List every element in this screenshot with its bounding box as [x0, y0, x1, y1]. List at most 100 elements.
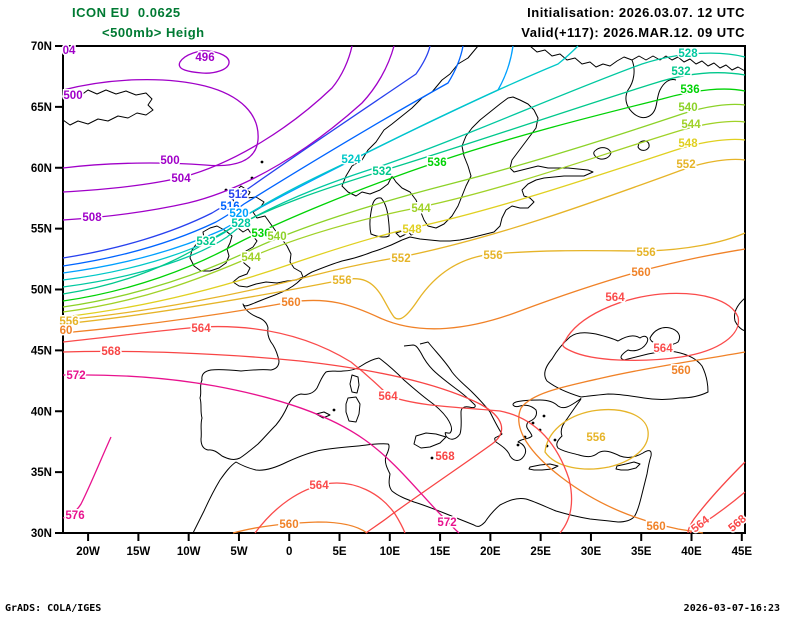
contour-line-548 — [62, 138, 746, 318]
lon-tick-label: 20E — [480, 546, 501, 558]
lat-tick-label: 70N — [31, 41, 52, 53]
lat-tick-label: 65N — [31, 102, 52, 114]
contour-line-556 — [62, 232, 746, 325]
contour-line-516 — [62, 45, 464, 267]
coastline-path — [341, 45, 594, 242]
coastline-path — [734, 297, 746, 332]
island-dot — [516, 443, 520, 447]
island-dot — [531, 421, 535, 425]
contour-label-532: 532 — [196, 236, 215, 248]
contour-label-536: 536 — [427, 157, 446, 169]
coastline-path — [345, 396, 361, 423]
grads-credit: GrADS: COLA/IGES — [5, 603, 102, 614]
lat-tick-label: 40N — [31, 406, 52, 418]
island-dot — [260, 160, 264, 164]
contour-label-544: 544 — [411, 203, 431, 215]
lon-tick-label: 10W — [177, 546, 201, 558]
island-dots — [224, 160, 557, 460]
lon-tick-label: 35E — [631, 546, 652, 558]
contour-line-568 — [687, 461, 746, 534]
coastline-path — [528, 463, 559, 471]
coastline-path — [199, 239, 403, 460]
contour-line-532 — [62, 72, 746, 295]
lon-tick-label: 5E — [332, 546, 346, 558]
contour-line-500 — [62, 78, 259, 169]
contour-line-564 — [254, 482, 406, 534]
coastline-path — [315, 411, 331, 419]
contour-label-572: 572 — [437, 517, 456, 529]
contour-label-508: 508 — [82, 212, 102, 224]
contour-label-496: 496 — [195, 52, 214, 64]
contour-label-564: 564 — [653, 343, 673, 355]
contour-label-556: 556 — [59, 316, 78, 328]
contour-label-556: 556 — [636, 247, 655, 259]
coastline-path — [413, 432, 447, 449]
island-dot — [228, 194, 232, 198]
contour-labels: 0449650050050450851251652052853253654054… — [58, 44, 751, 537]
contour-label-552: 552 — [676, 159, 695, 171]
contour-label-568: 568 — [101, 346, 121, 358]
contour-label-500: 500 — [63, 90, 82, 102]
lat-tick-label: 50N — [31, 285, 52, 297]
contour-label-572: 572 — [66, 370, 85, 382]
lon-tick-label: 15W — [127, 546, 151, 558]
contour-label-500: 500 — [160, 155, 179, 167]
contour-label-564: 564 — [191, 323, 211, 335]
lon-tick-label: 45E — [732, 546, 753, 558]
contour-line-508 — [62, 45, 395, 221]
coastline-path — [625, 59, 677, 119]
contour-label-512: 512 — [228, 189, 247, 201]
coastline-path — [637, 140, 650, 151]
field-title: <500mb> Heigh — [102, 25, 205, 40]
island-dot — [332, 408, 336, 412]
coastline-path — [529, 45, 746, 72]
contour-label-560: 60 — [60, 325, 73, 337]
contour-label-548: 548 — [678, 138, 698, 150]
contour-line-560 — [518, 351, 746, 534]
lon-tick-label: 5W — [230, 546, 247, 558]
contour-label-560: 560 — [646, 521, 665, 533]
coastline-path — [192, 398, 652, 534]
lon-tick-label: 40E — [681, 546, 702, 558]
contour-line-536 — [62, 88, 746, 302]
contour-line-560 — [232, 521, 368, 534]
contour-line-568 — [62, 350, 503, 534]
contour-line-564 — [562, 292, 740, 362]
contour-label-504: 04 — [63, 45, 76, 57]
lon-tick-label: 10E — [380, 546, 401, 558]
contour-line-564 — [62, 325, 573, 534]
contour-label-528: 528 — [678, 48, 698, 60]
lat-tick-label: 45N — [31, 345, 52, 357]
coastline-path — [230, 185, 304, 288]
contour-label-556: 556 — [483, 250, 502, 262]
coastline-path — [615, 461, 641, 471]
lat-tick-label: 55N — [31, 224, 52, 236]
lat-tick-label: 35N — [31, 467, 52, 479]
lat-tick-label: 60N — [31, 163, 52, 175]
lon-tick-label: 15E — [430, 546, 451, 558]
contour-label-532: 532 — [372, 166, 391, 178]
lon-tick-label: 20W — [76, 546, 100, 558]
contour-label-568: 568 — [435, 451, 455, 463]
contour-label-528: 528 — [231, 218, 251, 230]
contour-line-524 — [62, 45, 579, 281]
contour-label-576: 576 — [65, 510, 84, 522]
contour-line-564 — [689, 491, 746, 534]
lon-tick-label: 0 — [286, 546, 292, 558]
contour-label-564: 564 — [605, 292, 625, 304]
contour-line-540 — [62, 103, 746, 308]
contour-label-532: 532 — [671, 66, 690, 78]
contour-label-556: 556 — [332, 275, 351, 287]
model-title: ICON EU 0.0625 — [72, 5, 181, 20]
contour-label-552: 552 — [391, 253, 410, 265]
contour-label-560: 560 — [281, 297, 300, 309]
coastline-path — [378, 344, 476, 440]
contour-label-548: 548 — [402, 224, 422, 236]
render-timestamp: 2026-03-07-16:23 — [683, 603, 780, 614]
lon-tick-label: 25E — [530, 546, 551, 558]
coastline-path — [62, 89, 154, 126]
contour-label-560: 560 — [671, 365, 690, 377]
contour-label-524: 524 — [341, 154, 361, 166]
